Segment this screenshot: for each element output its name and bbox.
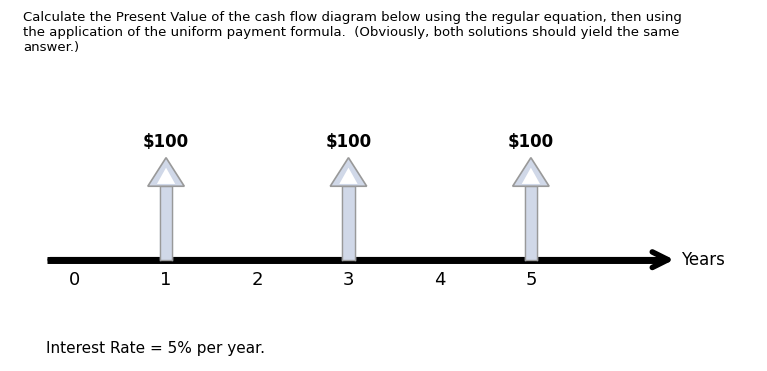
Text: Interest Rate = 5% per year.: Interest Rate = 5% per year. <box>46 341 265 356</box>
Bar <box>525 186 537 260</box>
Text: 4: 4 <box>434 271 446 289</box>
Text: 3: 3 <box>343 271 354 289</box>
Polygon shape <box>339 168 357 184</box>
Text: 2: 2 <box>252 271 263 289</box>
Bar <box>160 186 173 260</box>
Text: $100: $100 <box>325 133 371 151</box>
Bar <box>342 186 355 260</box>
Polygon shape <box>522 168 540 184</box>
Text: Years: Years <box>681 251 726 269</box>
Text: 5: 5 <box>525 271 537 289</box>
Polygon shape <box>331 158 367 186</box>
Text: 1: 1 <box>160 271 172 289</box>
Polygon shape <box>512 158 549 186</box>
Polygon shape <box>157 168 175 184</box>
Text: Calculate the Present Value of the cash flow diagram below using the regular equ: Calculate the Present Value of the cash … <box>23 11 682 54</box>
Text: 0: 0 <box>69 271 81 289</box>
Text: $100: $100 <box>508 133 554 151</box>
Polygon shape <box>148 158 184 186</box>
Text: $100: $100 <box>143 133 189 151</box>
